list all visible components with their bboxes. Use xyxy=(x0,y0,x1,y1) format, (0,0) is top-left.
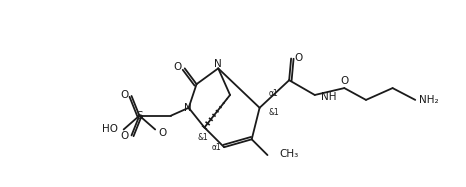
Text: &1: &1 xyxy=(197,133,208,142)
Text: O: O xyxy=(121,131,129,141)
Text: &1: &1 xyxy=(268,108,279,117)
Text: S: S xyxy=(136,111,143,121)
Text: α1: α1 xyxy=(212,143,221,152)
Text: O: O xyxy=(121,90,129,100)
Text: NH₂: NH₂ xyxy=(419,95,439,105)
Text: N: N xyxy=(214,59,222,69)
Text: O: O xyxy=(174,62,182,72)
Text: O: O xyxy=(294,53,302,62)
Text: N: N xyxy=(184,103,192,113)
Text: CH₃: CH₃ xyxy=(279,149,299,159)
Text: HO: HO xyxy=(102,125,118,134)
Text: O: O xyxy=(158,128,166,138)
Text: NH: NH xyxy=(321,92,336,102)
Text: O: O xyxy=(340,76,349,86)
Text: α1: α1 xyxy=(268,88,278,97)
